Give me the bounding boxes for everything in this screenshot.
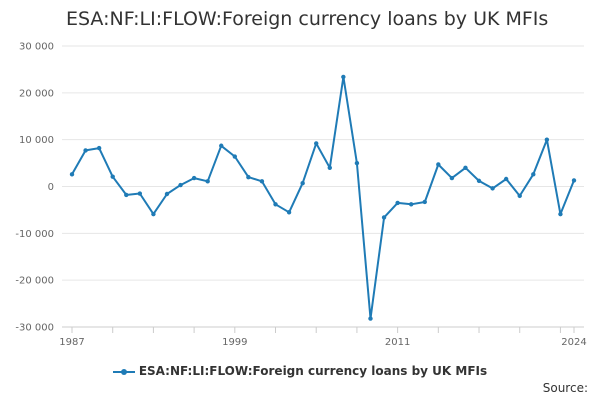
y-tick-label: -30 000 (15, 323, 54, 334)
data-point[interactable] (517, 193, 522, 199)
data-point[interactable] (531, 172, 536, 177)
data-point[interactable] (110, 174, 115, 179)
legend-label: ESA:NF:LI:FLOW:Foreign currency loans by… (138, 364, 488, 378)
data-point[interactable] (164, 191, 170, 197)
data-point[interactable] (151, 211, 156, 217)
data-point[interactable] (395, 200, 400, 206)
x-tick-label: 2011 (385, 337, 410, 348)
data-point[interactable] (408, 202, 414, 207)
x-tick-label: 2024 (561, 337, 586, 348)
data-point[interactable] (137, 191, 143, 196)
data-point[interactable] (300, 181, 305, 186)
y-tick-label: 0 (48, 182, 54, 193)
y-tick-label: 30 000 (19, 42, 54, 53)
data-point[interactable] (259, 179, 265, 184)
data-point[interactable] (544, 137, 550, 142)
data-point[interactable] (83, 148, 88, 153)
data-point[interactable] (232, 154, 238, 159)
data-point[interactable] (381, 215, 387, 220)
data-point[interactable] (191, 175, 197, 181)
series-group (69, 74, 577, 321)
data-point[interactable] (463, 165, 468, 170)
data-point[interactable] (327, 165, 332, 170)
x-tick-label: 1987 (59, 337, 84, 348)
data-point[interactable] (503, 176, 509, 182)
y-tick-label: -20 000 (15, 276, 54, 287)
data-point[interactable] (490, 186, 495, 191)
data-point[interactable] (341, 74, 346, 80)
gridlines (62, 45, 584, 328)
data-point[interactable] (354, 160, 360, 166)
data-point[interactable] (476, 178, 482, 184)
data-point[interactable] (449, 175, 455, 181)
data-point[interactable] (286, 210, 292, 215)
series-line (71, 75, 575, 320)
data-point[interactable] (558, 211, 563, 217)
data-point[interactable] (314, 141, 319, 146)
data-point[interactable] (422, 199, 427, 205)
data-point[interactable] (69, 172, 75, 177)
x-axis: 1987 1999 2011 2024 (59, 327, 587, 348)
y-tick-label: -10 000 (15, 229, 54, 240)
legend[interactable]: ESA:NF:LI:FLOW:Foreign currency loans by… (0, 364, 600, 378)
y-axis: 30 000 20 000 10 000 0 -10 000 -20 000 -30 000 (15, 42, 54, 334)
data-point[interactable] (273, 202, 278, 207)
data-point[interactable] (219, 143, 224, 148)
data-point[interactable] (436, 162, 441, 167)
data-point[interactable] (124, 192, 129, 198)
x-tick-label: 1999 (222, 337, 247, 348)
data-point[interactable] (246, 174, 251, 180)
y-tick-label: 10 000 (19, 135, 54, 146)
data-point[interactable] (368, 316, 373, 321)
data-point[interactable] (205, 179, 210, 184)
data-point[interactable] (571, 178, 577, 183)
source-label: Source: (542, 381, 588, 395)
data-point[interactable] (96, 145, 102, 151)
chart-title: ESA:NF:LI:FLOW:Foreign currency loans by… (66, 8, 549, 30)
y-tick-label: 20 000 (19, 88, 54, 99)
data-point[interactable] (178, 182, 183, 188)
legend-swatch (112, 367, 135, 377)
